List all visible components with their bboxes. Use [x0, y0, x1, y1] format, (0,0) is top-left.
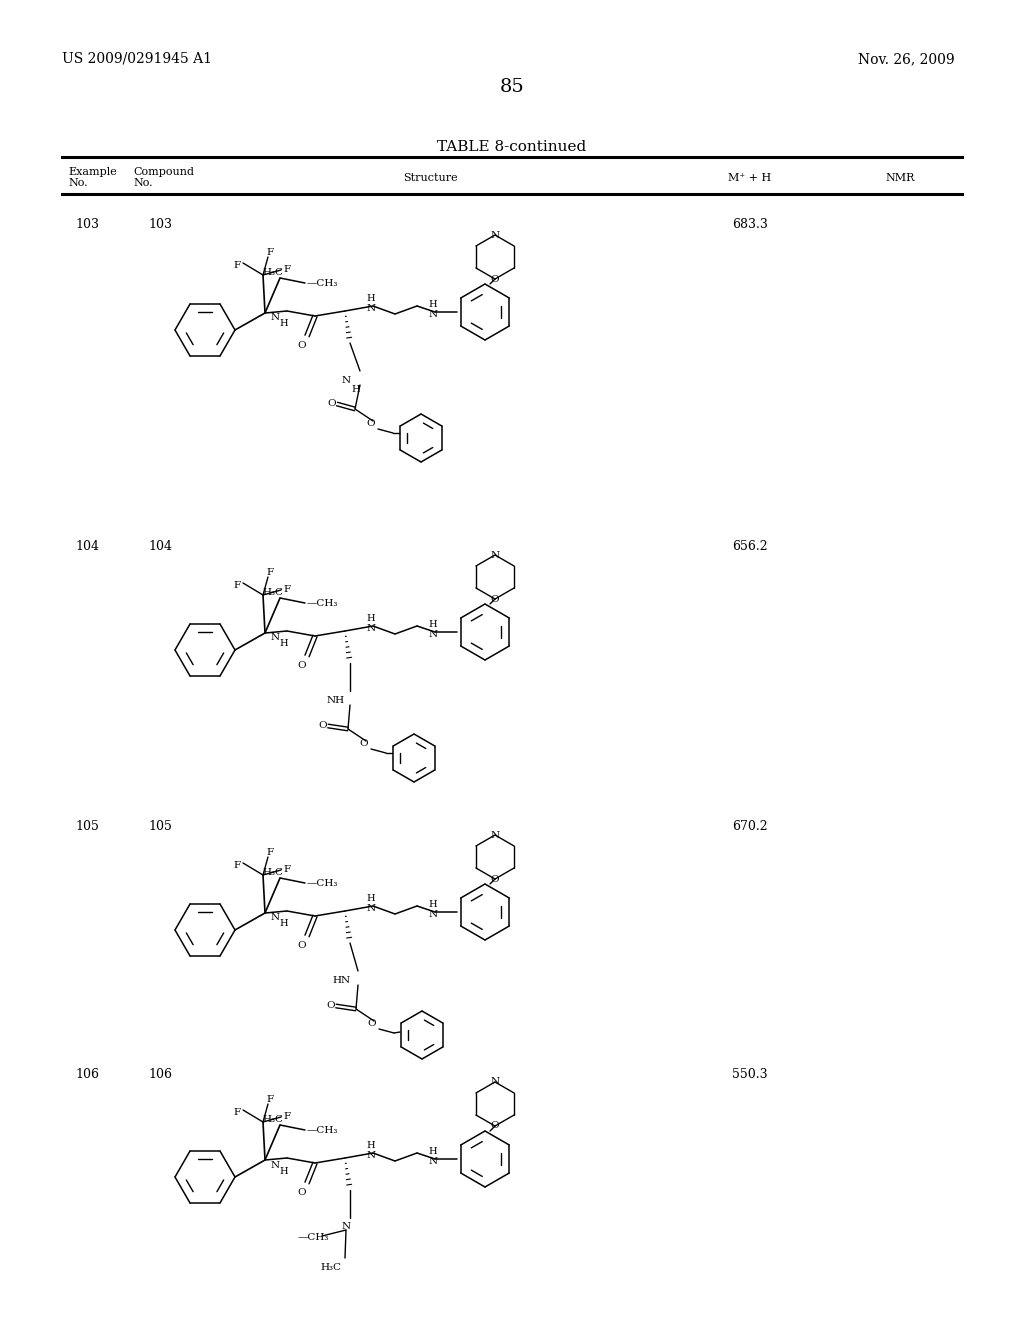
Text: 103: 103 — [148, 218, 172, 231]
Text: Compound: Compound — [133, 168, 194, 177]
Text: F: F — [233, 581, 240, 590]
Text: 656.2: 656.2 — [732, 540, 768, 553]
Text: O: O — [490, 1122, 500, 1130]
Text: F: F — [266, 1096, 273, 1104]
Text: O: O — [298, 661, 306, 671]
Text: O: O — [298, 941, 306, 950]
Text: H: H — [280, 319, 289, 329]
Text: 85: 85 — [500, 78, 524, 96]
Text: F: F — [283, 1111, 290, 1121]
Text: 106: 106 — [75, 1068, 99, 1081]
Text: O: O — [490, 874, 500, 883]
Text: H₃C: H₃C — [262, 869, 283, 876]
Text: N: N — [341, 1222, 350, 1232]
Text: H: H — [367, 614, 376, 623]
Text: US 2009/0291945 A1: US 2009/0291945 A1 — [62, 51, 212, 66]
Text: N: N — [428, 310, 437, 319]
Text: N: N — [490, 231, 500, 239]
Text: O: O — [368, 1019, 376, 1028]
Text: H: H — [367, 894, 376, 903]
Text: H: H — [367, 1140, 376, 1150]
Text: 105: 105 — [75, 820, 99, 833]
Text: N: N — [270, 314, 280, 322]
Text: F: F — [266, 568, 273, 577]
Text: N: N — [270, 913, 280, 923]
Text: N: N — [367, 624, 376, 634]
Text: O: O — [490, 275, 500, 284]
Text: N: N — [490, 1077, 500, 1086]
Text: N: N — [428, 909, 437, 919]
Text: M⁺ + H: M⁺ + H — [728, 173, 772, 183]
Text: N: N — [490, 830, 500, 840]
Text: Structure: Structure — [402, 173, 458, 183]
Text: HN: HN — [333, 975, 351, 985]
Text: 103: 103 — [75, 218, 99, 231]
Text: H: H — [280, 1167, 289, 1176]
Text: O: O — [326, 1001, 335, 1010]
Text: N: N — [490, 550, 500, 560]
Text: H: H — [429, 620, 437, 630]
Text: F: F — [233, 261, 240, 271]
Text: H: H — [429, 1147, 437, 1156]
Text: N: N — [341, 376, 350, 385]
Text: H: H — [429, 300, 437, 309]
Text: No.: No. — [68, 178, 88, 187]
Text: N: N — [367, 904, 376, 913]
Text: Nov. 26, 2009: Nov. 26, 2009 — [858, 51, 954, 66]
Text: —CH₃: —CH₃ — [307, 599, 338, 609]
Text: O: O — [490, 594, 500, 603]
Text: F: F — [283, 865, 290, 874]
Text: NMR: NMR — [886, 173, 914, 183]
Text: 106: 106 — [148, 1068, 172, 1081]
Text: 105: 105 — [148, 820, 172, 833]
Text: H: H — [351, 385, 360, 393]
Text: N: N — [428, 1158, 437, 1166]
Text: N: N — [367, 1151, 376, 1160]
Text: N: N — [270, 1160, 280, 1170]
Text: Example: Example — [68, 168, 117, 177]
Text: O: O — [367, 418, 376, 428]
Text: F: F — [266, 248, 273, 257]
Text: H₃C: H₃C — [321, 1263, 341, 1272]
Text: 683.3: 683.3 — [732, 218, 768, 231]
Text: H: H — [367, 294, 376, 304]
Text: O: O — [318, 721, 327, 730]
Text: —CH₃: —CH₃ — [307, 1126, 338, 1135]
Text: F: F — [266, 847, 273, 857]
Text: H₃C: H₃C — [262, 1115, 283, 1125]
Text: —CH₃: —CH₃ — [307, 279, 338, 288]
Text: O: O — [327, 399, 336, 408]
Text: F: F — [283, 585, 290, 594]
Text: N: N — [428, 630, 437, 639]
Text: N: N — [367, 304, 376, 313]
Text: H₃C: H₃C — [262, 587, 283, 597]
Text: No.: No. — [133, 178, 153, 187]
Text: —CH₃: —CH₃ — [298, 1233, 330, 1242]
Text: 670.2: 670.2 — [732, 820, 768, 833]
Text: F: F — [233, 1107, 240, 1117]
Text: F: F — [233, 861, 240, 870]
Text: F: F — [283, 265, 290, 275]
Text: H: H — [429, 900, 437, 909]
Text: O: O — [359, 739, 369, 748]
Text: —CH₃: —CH₃ — [307, 879, 338, 888]
Text: O: O — [298, 1188, 306, 1197]
Text: H: H — [280, 639, 289, 648]
Text: 550.3: 550.3 — [732, 1068, 768, 1081]
Text: 104: 104 — [148, 540, 172, 553]
Text: N: N — [270, 634, 280, 643]
Text: 104: 104 — [75, 540, 99, 553]
Text: TABLE 8-continued: TABLE 8-continued — [437, 140, 587, 154]
Text: H₃C: H₃C — [262, 268, 283, 277]
Text: NH: NH — [327, 696, 345, 705]
Text: H: H — [280, 920, 289, 928]
Text: O: O — [298, 341, 306, 350]
